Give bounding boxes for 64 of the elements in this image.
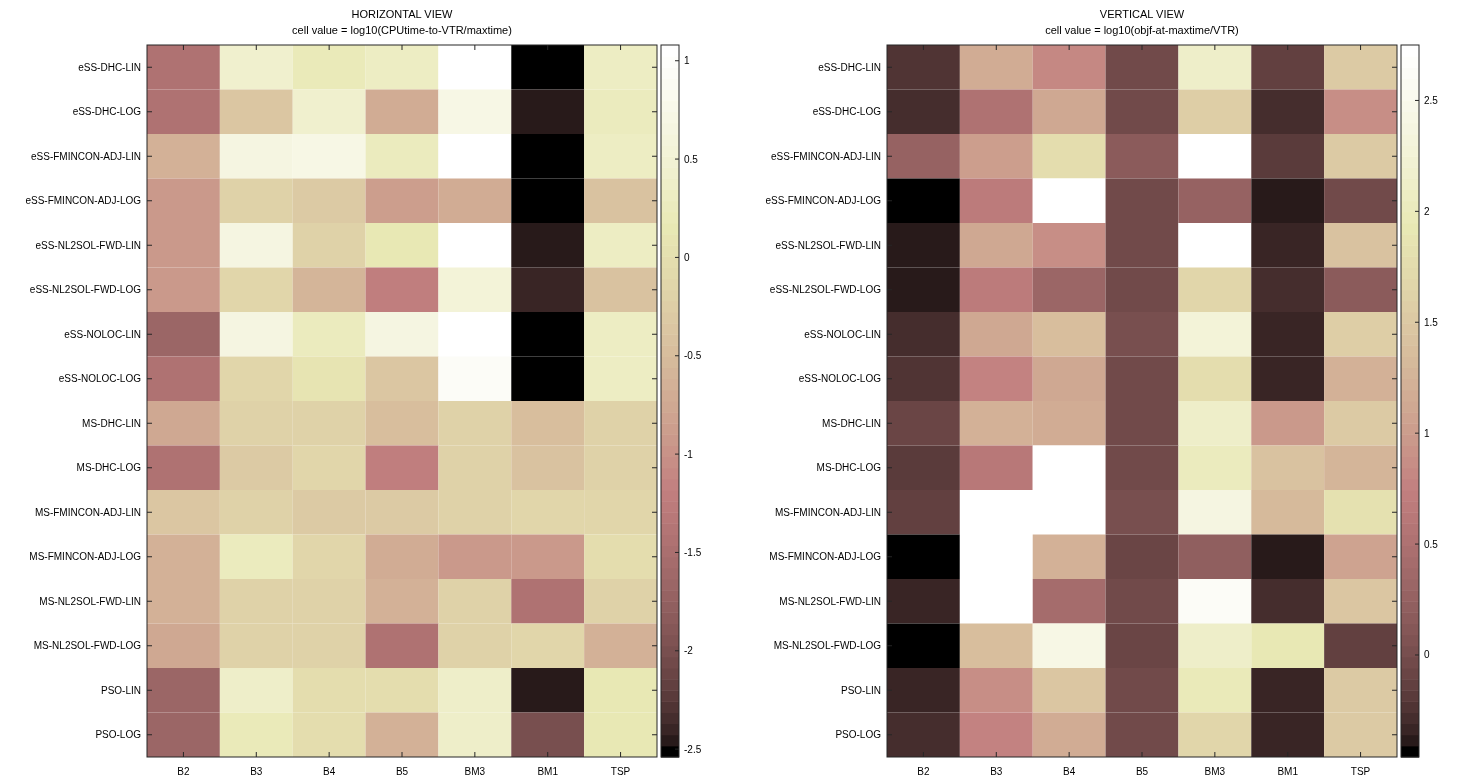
- y-tick-label: MS-DHC-LIN: [82, 417, 141, 429]
- chart-title: VERTICAL VIEW: [1099, 8, 1185, 20]
- y-tick-label: MS-NL2SOL-FWD-LOG: [773, 640, 882, 652]
- color-bar-label: 1: [684, 55, 690, 67]
- y-tick-label: eSS-NOLOC-LIN: [804, 328, 881, 340]
- y-tick-label: MS-NL2SOL-FWD-LIN: [779, 595, 881, 607]
- y-tick-label: MS-FMINCON-ADJ-LOG: [29, 551, 142, 563]
- color-bar-label: 0: [1424, 649, 1430, 661]
- y-tick-label: eSS-NOLOC-LIN: [64, 328, 141, 340]
- y-tick-label: eSS-DHC-LOG: [72, 106, 142, 118]
- y-tick-label: eSS-DHC-LIN: [818, 61, 881, 73]
- y-tick-label: MS-DHC-LIN: [822, 417, 881, 429]
- color-bar-label: 0: [684, 251, 690, 263]
- chart-title: HORIZONTAL VIEW: [351, 8, 454, 20]
- y-tick-label: eSS-NOLOC-LOG: [58, 373, 142, 385]
- y-tick-label: eSS-NL2SOL-FWD-LIN: [35, 239, 141, 251]
- color-bar-label: 0.5: [1424, 538, 1439, 550]
- y-tick-label: PSO-LIN: [100, 684, 141, 696]
- y-tick-label: MS-DHC-LOG: [816, 462, 882, 474]
- y-tick-label: eSS-NL2SOL-FWD-LOG: [29, 284, 142, 296]
- y-tick-label: MS-DHC-LOG: [76, 462, 142, 474]
- y-tick-label: eSS-NL2SOL-FWD-LIN: [775, 239, 881, 251]
- color-bar-label: 0.5: [684, 153, 699, 165]
- y-tick-label: eSS-NL2SOL-FWD-LOG: [769, 284, 882, 296]
- y-tick-label: PSO-LIN: [840, 684, 881, 696]
- y-tick-label: eSS-FMINCON-ADJ-LOG: [25, 195, 142, 207]
- x-tick-label: B5: [395, 766, 409, 777]
- y-tick-label: PSO-LOG: [835, 729, 882, 741]
- y-tick-label: PSO-LOG: [95, 729, 142, 741]
- color-bar-label: 2.5: [1424, 94, 1439, 106]
- color-bar-label: 1.5: [1424, 316, 1439, 328]
- chart-subtitle: cell value = log10(CPUtime-to-VTR/maxtime): [292, 24, 512, 36]
- x-tick-label: B2: [917, 766, 930, 777]
- color-bar-label: -1.5: [684, 546, 702, 558]
- x-tick-label: B3: [990, 766, 1003, 777]
- y-tick-label: eSS-NOLOC-LOG: [798, 373, 882, 385]
- color-bar-label: -2: [684, 645, 694, 657]
- y-tick-label: MS-FMINCON-ADJ-LOG: [769, 551, 882, 563]
- x-tick-label: B3: [250, 766, 263, 777]
- chart-subtitle: cell value = log10(objf-at-maxtime/VTR): [1045, 24, 1239, 36]
- x-tick-label: TSP: [1350, 766, 1371, 777]
- x-tick-label: B4: [323, 766, 336, 777]
- x-tick-label: BM3: [464, 766, 486, 777]
- x-tick-label: B2: [177, 766, 190, 777]
- y-tick-label: MS-FMINCON-ADJ-LIN: [34, 506, 141, 518]
- y-tick-label: MS-NL2SOL-FWD-LIN: [39, 595, 141, 607]
- x-tick-label: B4: [1063, 766, 1076, 777]
- y-tick-label: eSS-FMINCON-ADJ-LIN: [30, 150, 141, 162]
- color-bar-label: -2.5: [684, 743, 702, 755]
- y-tick-label: eSS-FMINCON-ADJ-LIN: [770, 150, 881, 162]
- color-bar-label: -1: [684, 448, 694, 460]
- x-tick-label: BM1: [537, 766, 559, 777]
- color-bar-label: 2: [1424, 205, 1430, 217]
- y-tick-label: MS-FMINCON-ADJ-LIN: [774, 506, 881, 518]
- color-bar-label: 1: [1424, 427, 1430, 439]
- x-tick-label: TSP: [610, 766, 631, 777]
- color-bar-label: -0.5: [684, 350, 702, 362]
- x-tick-label: BM1: [1277, 766, 1299, 777]
- x-tick-label: BM3: [1204, 766, 1226, 777]
- y-tick-label: MS-NL2SOL-FWD-LOG: [33, 640, 142, 652]
- y-tick-label: eSS-DHC-LOG: [812, 106, 882, 118]
- y-tick-label: eSS-FMINCON-ADJ-LOG: [765, 195, 882, 207]
- y-tick-label: eSS-DHC-LIN: [78, 61, 141, 73]
- x-tick-label: B5: [1135, 766, 1149, 777]
